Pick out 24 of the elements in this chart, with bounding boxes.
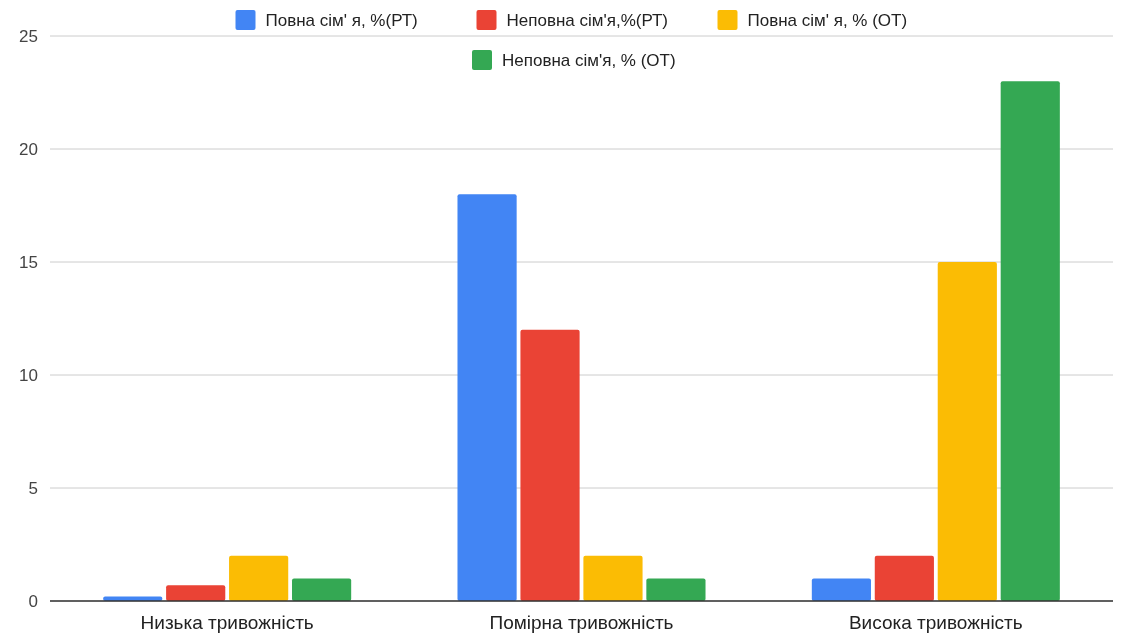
- y-tick-label: 0: [28, 591, 38, 611]
- legend-label: Неповна сім'я,%(РТ): [506, 10, 669, 30]
- x-tick-label: Низька тривожність: [140, 612, 314, 633]
- bar: [811, 578, 871, 601]
- y-tick-label: 10: [19, 365, 38, 385]
- bar: [229, 555, 289, 601]
- y-tick-label: 20: [19, 139, 38, 159]
- legend-label: Повна сім' я, % (ОТ): [747, 10, 908, 30]
- y-tick-label: 15: [19, 252, 38, 272]
- bar: [937, 262, 997, 601]
- x-tick-label: Помірна тривожність: [489, 612, 674, 633]
- y-tick-label: 5: [28, 478, 38, 498]
- y-tick-label: 25: [19, 26, 38, 46]
- bar: [646, 578, 706, 601]
- bar: [520, 329, 580, 601]
- bar: [874, 555, 934, 601]
- bar: [457, 194, 517, 601]
- legend-label: Неповна сім'я, % (ОТ): [502, 50, 676, 70]
- legend-label: Повна сім' я, %(РТ): [265, 10, 418, 30]
- x-tick-label: Висока тривожність: [848, 612, 1023, 633]
- bar: [292, 578, 352, 601]
- bar: [583, 555, 643, 601]
- bar: [1000, 81, 1060, 601]
- bar: [166, 585, 226, 601]
